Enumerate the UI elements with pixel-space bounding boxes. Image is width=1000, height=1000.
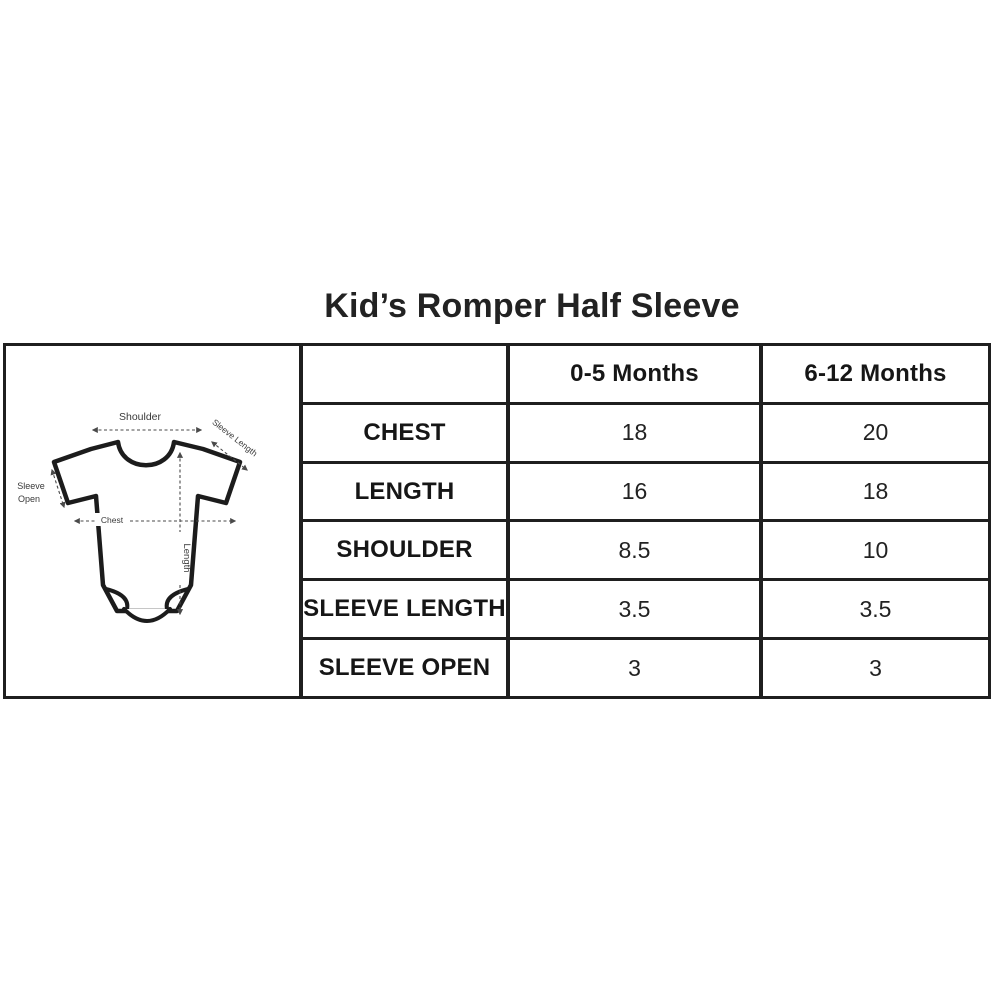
row-value: 18: [759, 463, 988, 520]
romper-outline-icon: [51, 439, 243, 623]
romper-diagram: Shoulder Sleeve Length Sleeve Open: [6, 346, 303, 696]
table-row-shoulder: SHOULDER 8.5 10: [303, 519, 988, 579]
row-value: 8.5: [506, 522, 759, 579]
col-header-0-5-months: 0-5 Months: [506, 346, 759, 402]
row-value: 20: [759, 404, 988, 461]
row-value: 3: [506, 640, 759, 696]
col-header-6-12-months: 6-12 Months: [759, 346, 988, 402]
row-value: 3.5: [506, 581, 759, 638]
row-value: 16: [506, 463, 759, 520]
table-row-sleeve-length: SLEEVE LENGTH 3.5 3.5: [303, 578, 988, 638]
chest-label: Chest: [101, 515, 124, 525]
chest-measure: Chest: [73, 513, 237, 526]
row-value: 3.5: [759, 581, 988, 638]
sleeve-open-label-line1: Sleeve: [17, 481, 45, 491]
row-label: LENGTH: [303, 463, 506, 520]
row-label: SLEEVE OPEN: [303, 640, 506, 696]
shoulder-label: Shoulder: [119, 411, 162, 423]
row-label: SHOULDER: [303, 522, 506, 579]
table-row-chest: CHEST 18 20: [303, 401, 988, 461]
page-title: Kid’s Romper Half Sleeve: [324, 287, 740, 325]
length-measure: Length: [173, 451, 192, 616]
row-value: 10: [759, 522, 988, 579]
row-value: 18: [506, 404, 759, 461]
table-header-row: 0-5 Months 6-12 Months: [303, 346, 988, 402]
measurement-table: 0-5 Months 6-12 Months CHEST 18 20 LENGT…: [303, 346, 988, 696]
row-value: 3: [759, 640, 988, 696]
corner-cell: [303, 346, 506, 402]
sleeve-open-label-line2: Open: [18, 494, 40, 504]
row-label: SLEEVE LENGTH: [303, 581, 506, 638]
romper-diagram-svg: Shoulder Sleeve Length Sleeve Open: [17, 411, 260, 623]
table-row-length: LENGTH 16 18: [303, 460, 988, 520]
shoulder-measure: Shoulder: [91, 411, 203, 434]
size-chart-sheet: Shoulder Sleeve Length Sleeve Open: [3, 343, 991, 699]
length-label: Length: [181, 543, 192, 572]
table-row-sleeve-open: SLEEVE OPEN 3 3: [303, 637, 988, 696]
row-label: CHEST: [303, 404, 506, 461]
sleeve-open-measure: Sleeve Open: [17, 468, 66, 509]
